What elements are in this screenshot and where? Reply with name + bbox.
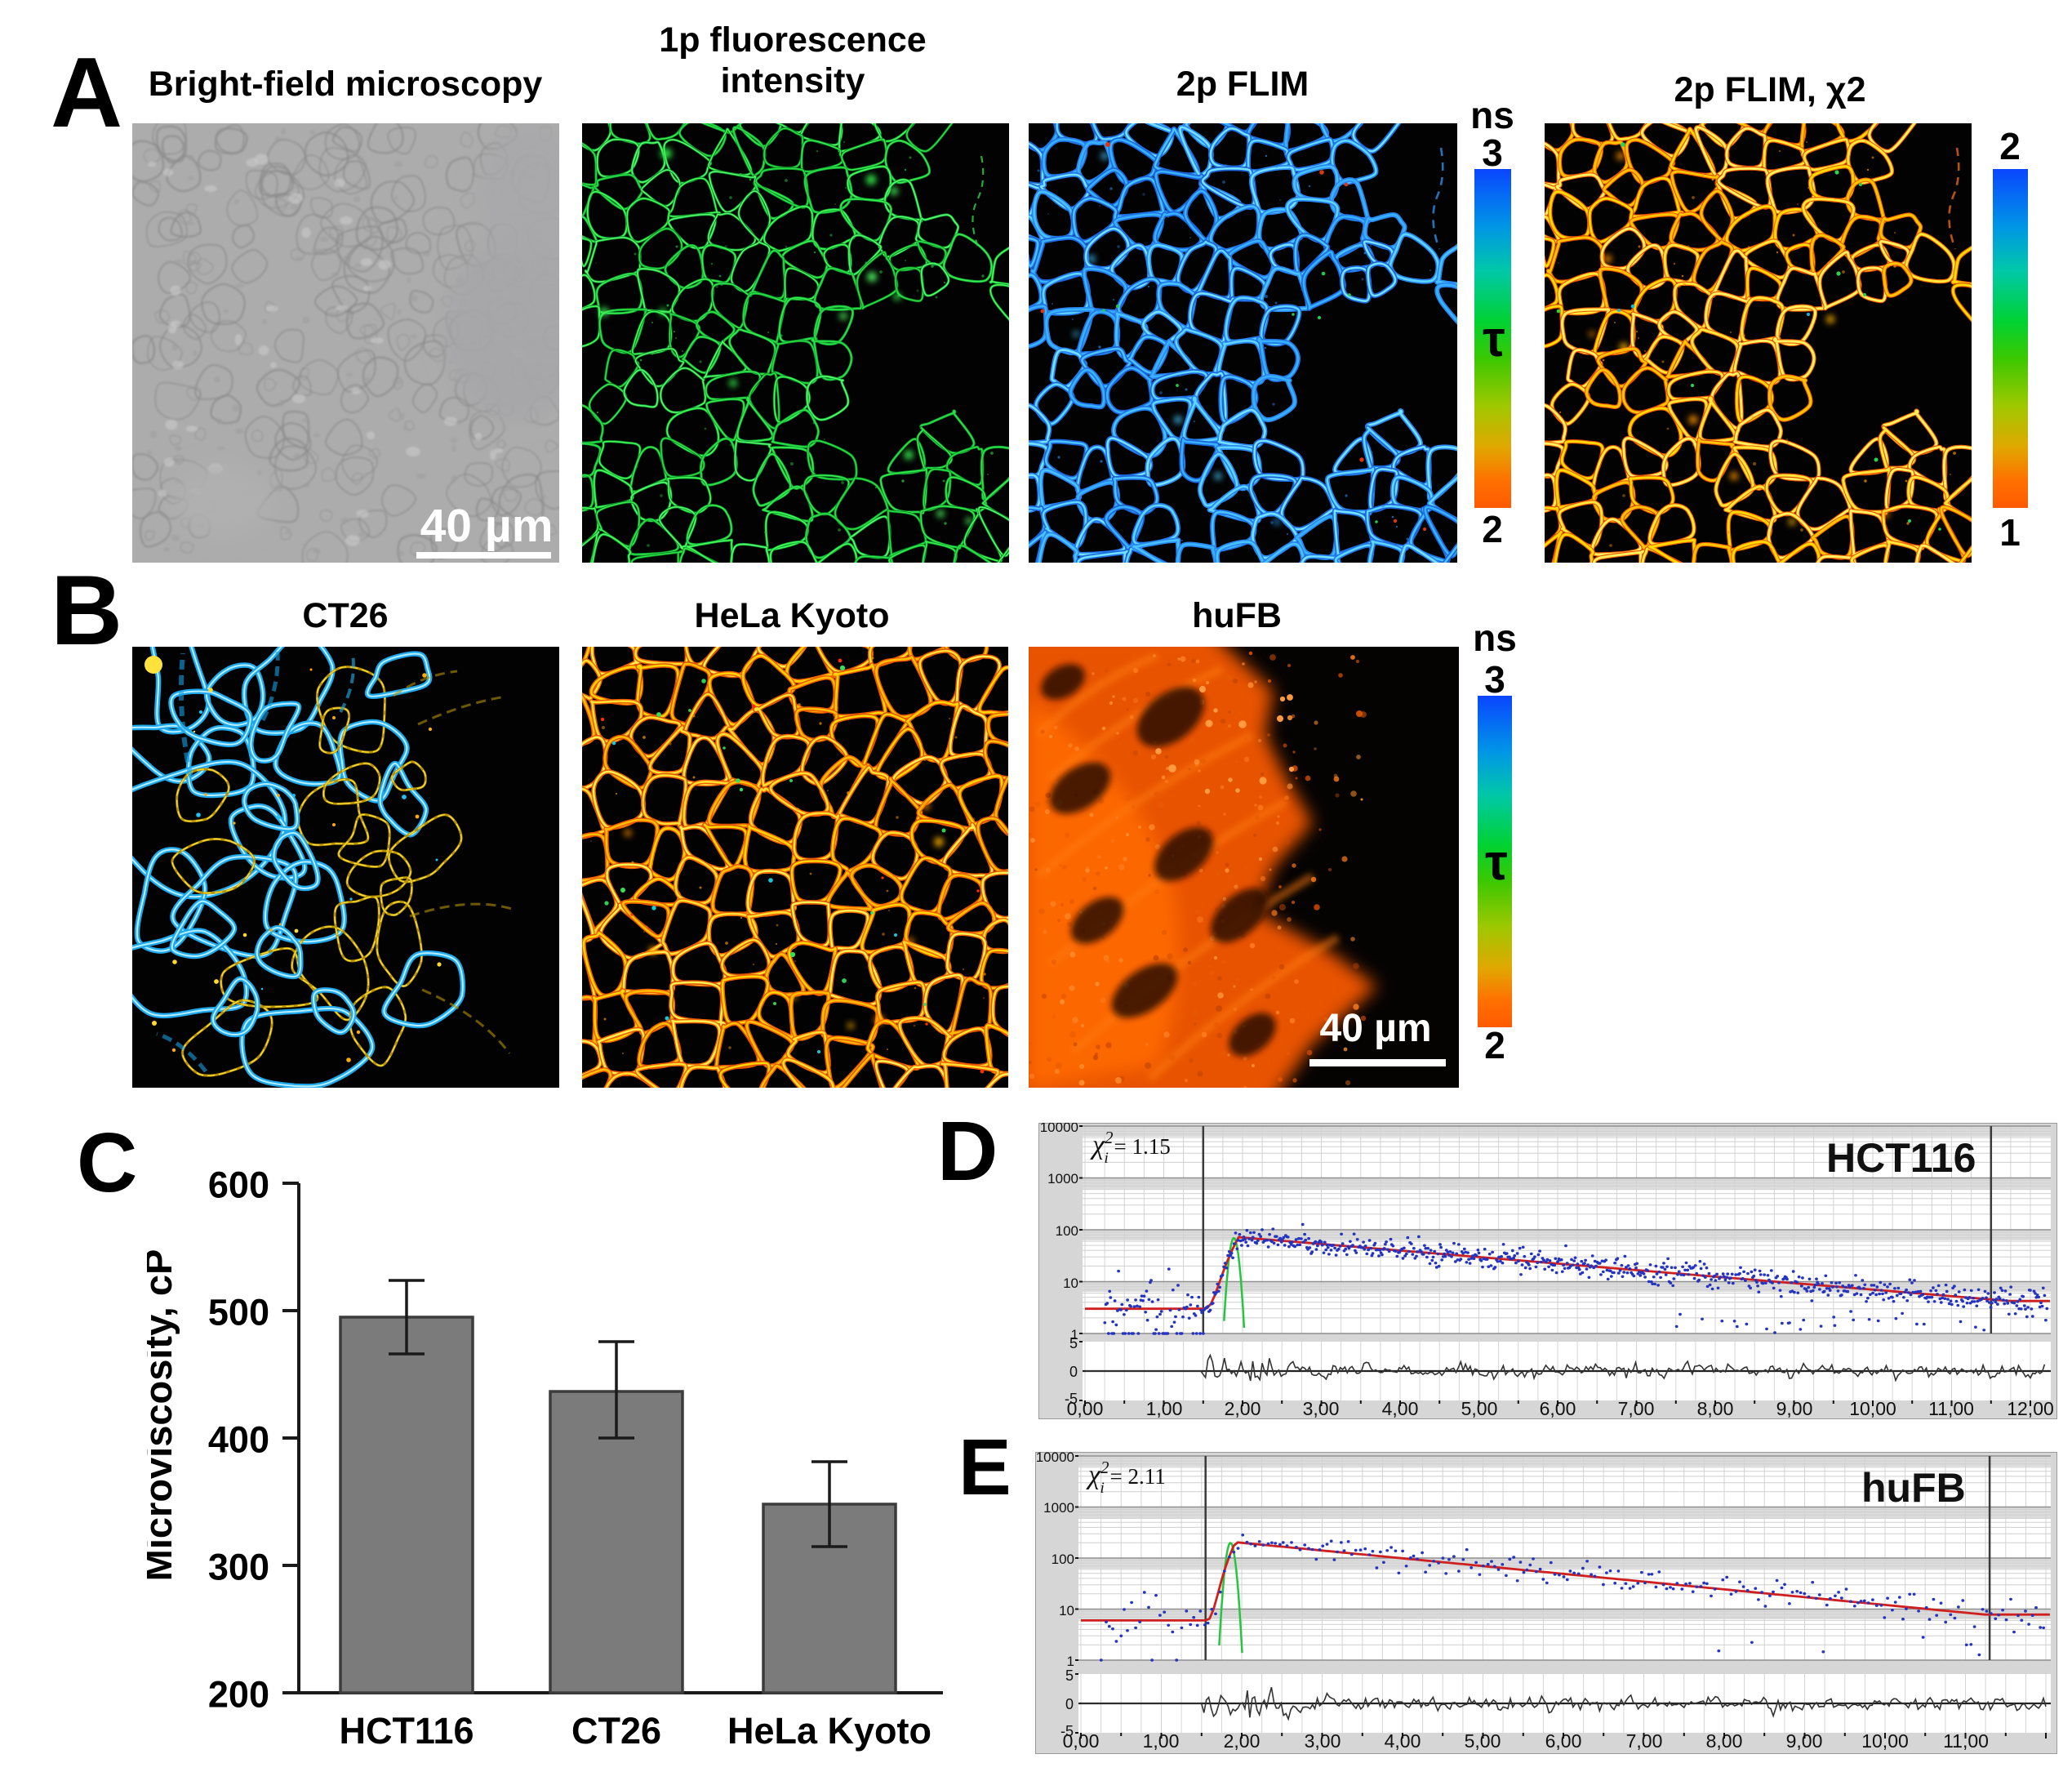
svg-text:40 µm: 40 µm <box>420 500 554 552</box>
svg-text:100: 100 <box>1056 1223 1078 1239</box>
svg-text:200: 200 <box>208 1674 269 1716</box>
svg-text:HCT116: HCT116 <box>1826 1135 1976 1181</box>
svg-text:100: 100 <box>1052 1552 1074 1567</box>
svg-text:CT26: CT26 <box>571 1710 661 1752</box>
svg-text:400: 400 <box>208 1419 269 1461</box>
svg-text:HeLa Kyoto: HeLa Kyoto <box>727 1710 932 1752</box>
svg-text:10000: 10000 <box>1040 1123 1078 1135</box>
svg-text:-5: -5 <box>1065 1391 1078 1407</box>
svg-text:500: 500 <box>208 1292 269 1333</box>
svg-text:0: 0 <box>1069 1364 1078 1380</box>
svg-text:0: 0 <box>1065 1696 1074 1712</box>
svg-text:1000: 1000 <box>1043 1500 1074 1516</box>
svg-text:1000: 1000 <box>1047 1171 1078 1187</box>
svg-text:1: 1 <box>1071 1327 1078 1342</box>
svg-text:1: 1 <box>1067 1654 1074 1669</box>
svg-text:5: 5 <box>1065 1667 1074 1684</box>
svg-text:HCT116: HCT116 <box>339 1710 474 1752</box>
svg-text:5: 5 <box>1069 1335 1078 1351</box>
svg-text:40 µm: 40 µm <box>1319 1007 1431 1050</box>
svg-text:10000: 10000 <box>1036 1452 1074 1465</box>
svg-text:300: 300 <box>208 1547 269 1588</box>
svg-text:-5: -5 <box>1060 1723 1074 1739</box>
svg-text:10: 10 <box>1063 1276 1078 1291</box>
svg-text:huFB: huFB <box>1861 1465 1966 1511</box>
svg-text:600: 600 <box>208 1164 269 1206</box>
svg-text:Microviscosity, cP: Microviscosity, cP <box>147 1249 180 1582</box>
svg-text:10: 10 <box>1059 1603 1074 1618</box>
